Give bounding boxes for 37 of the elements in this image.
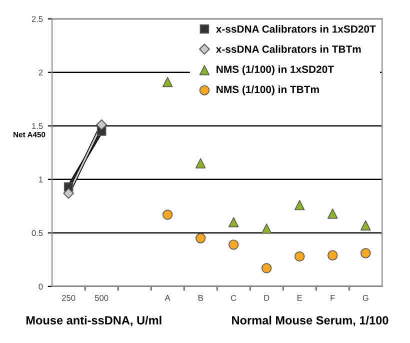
point (328, 208, 338, 219)
y-tick-label: 0.5 (32, 230, 43, 236)
point (63, 188, 74, 199)
x-tick-label: D (264, 295, 270, 301)
point (196, 233, 206, 244)
x-tick-label: F (330, 295, 335, 301)
text: Normal Mouse Serum, 1/100 (232, 316, 388, 326)
x-tick-label: 500 (94, 294, 108, 301)
point (262, 224, 272, 234)
point (162, 76, 173, 88)
x-tick-label: A (164, 295, 170, 301)
point (228, 240, 239, 250)
point (262, 263, 272, 274)
y-tick-label: 1 (39, 176, 43, 182)
point (294, 200, 305, 210)
point (162, 210, 173, 220)
x-tick-label: G (362, 294, 368, 301)
legend-label: x-ssDNA Calibrators in TBTm (216, 45, 361, 53)
legend-label: NMS (1/100) in TBTm (216, 85, 319, 96)
point (360, 220, 371, 230)
y-tick-label: 2 (38, 70, 43, 76)
y-tick-label: 2.5 (32, 16, 43, 22)
point (196, 158, 206, 168)
x-tick-label: C (231, 294, 236, 301)
point (228, 217, 239, 228)
y-tick-label: 0 (38, 284, 43, 290)
x-tick-label: B (198, 295, 203, 301)
point (294, 251, 305, 262)
point (360, 248, 371, 258)
point (328, 250, 338, 260)
point (96, 119, 107, 130)
y-tick-label: 1.5 (32, 123, 43, 129)
legend-label: NMS (1/100) in 1xSD20T (216, 65, 334, 76)
x-axis-title: Mouse anti-ssDNA, U/ml (26, 316, 162, 326)
legend-label: x-ssDNA Calibrators in 1xSD20T (216, 25, 376, 33)
x-tick-label: E (298, 295, 302, 301)
x-tick-label: 250 (62, 294, 76, 301)
